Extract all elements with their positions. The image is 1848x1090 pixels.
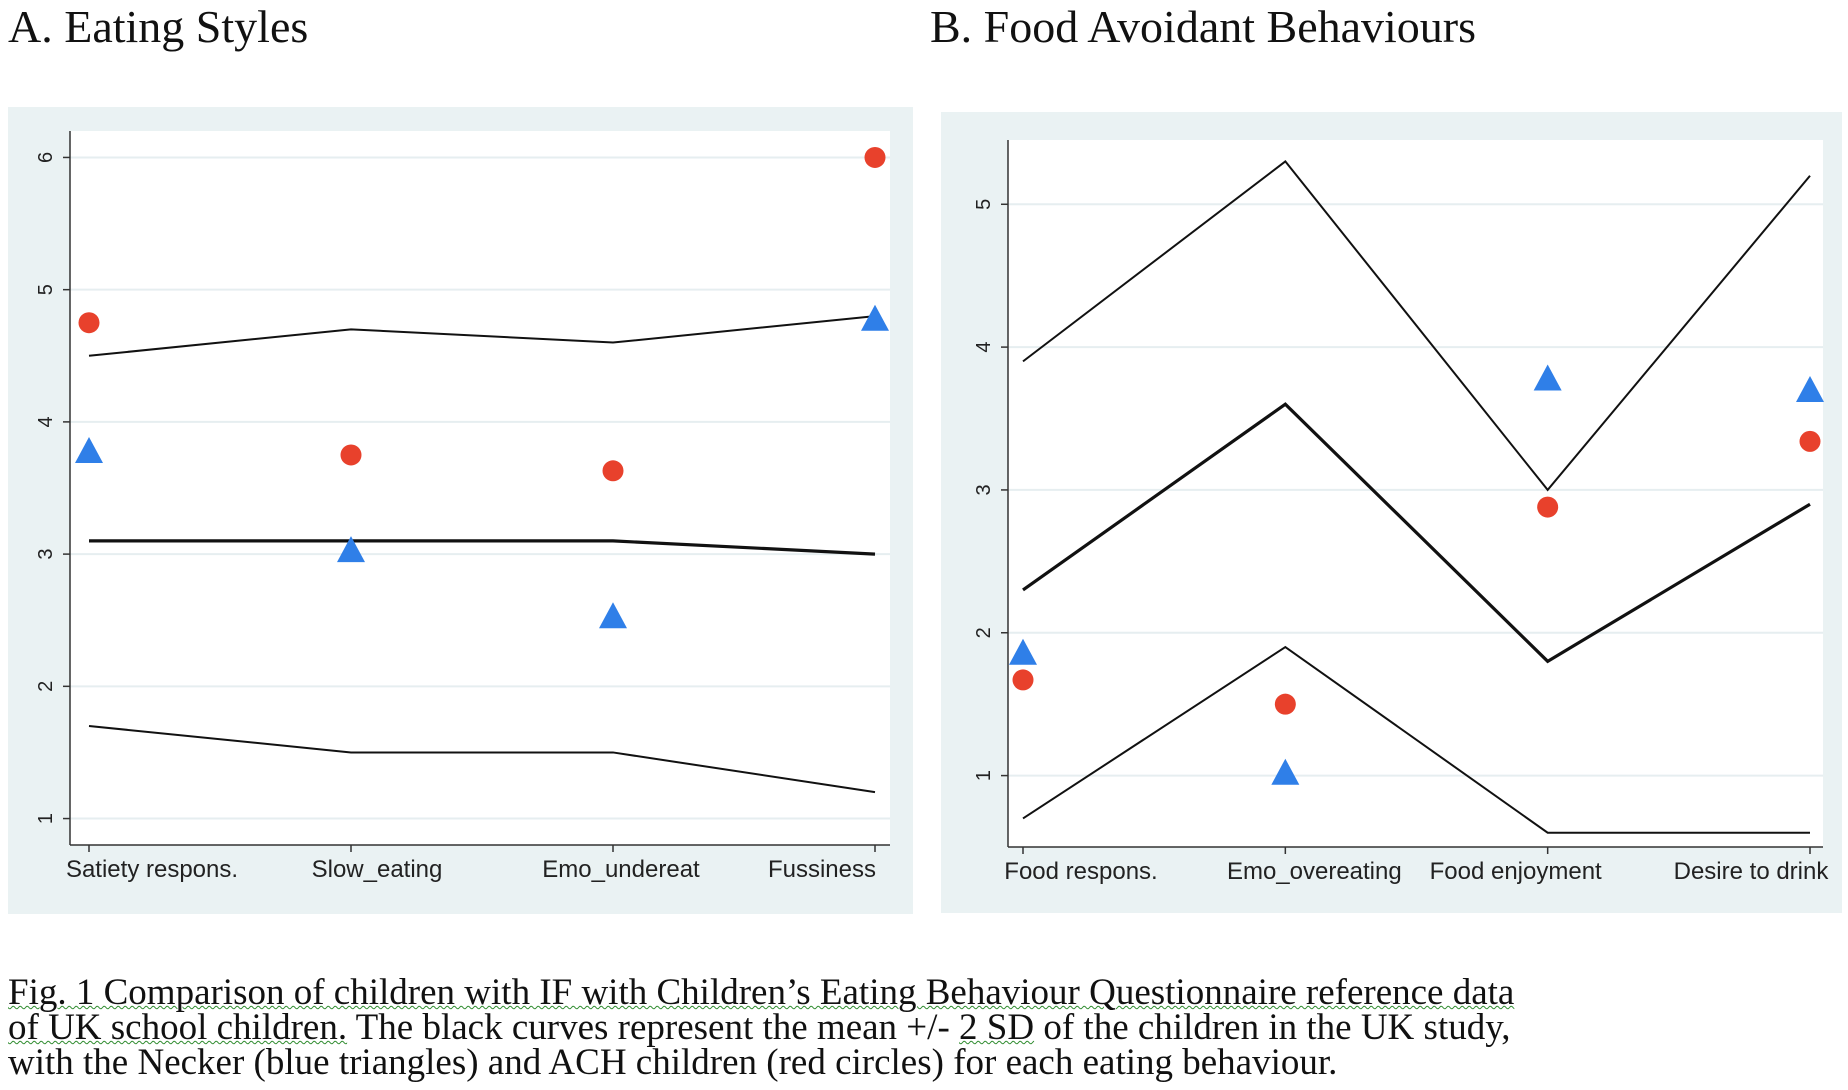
ach-circle-point — [602, 460, 624, 482]
y-tick-label: 3 — [973, 484, 995, 495]
ach-circle-point — [1274, 693, 1296, 715]
x-tick-label: Emo_undereat — [542, 856, 700, 883]
lower-curve — [88, 725, 876, 794]
plot-area — [70, 131, 890, 845]
caption-line-2-start: of UK school children. — [8, 1007, 348, 1048]
panel-a-title: A. Eating Styles — [8, 1, 309, 52]
ach-circle-point — [1799, 430, 1821, 452]
y-tick-label: 5 — [973, 199, 995, 210]
y-tick-label: 2 — [973, 627, 995, 638]
caption-line-2: of UK school children. The black curves … — [8, 1007, 1843, 1048]
x-tick-label: Slow_eating — [312, 856, 443, 883]
ach-circle-point — [78, 312, 100, 334]
chart-b: 1 2 3 4 5 Food respons. Emo_overeating Food enj… — [973, 140, 1830, 885]
upper-curve — [1022, 160, 1811, 492]
caption-line-3: with the Necker (blue triangles) and ACH… — [8, 1042, 1338, 1083]
caption-line-1: Fig. 1 Comparison of children with IF wi… — [8, 972, 1515, 1013]
necker-triangle-point — [861, 304, 889, 331]
x-tick-label: Satiety respons. — [66, 856, 238, 883]
necker-triangle-point — [1271, 758, 1300, 785]
upper-curve — [88, 315, 876, 357]
y-tick-label: 4 — [35, 416, 57, 427]
ach-circle-point — [340, 444, 362, 466]
chart-a: 1 2 3 4 5 6 Satiety respons. Slow_eating Emo_und… — [35, 131, 890, 883]
mean-curve — [89, 539, 876, 556]
necker-triangle-point — [599, 602, 627, 629]
necker-triangle-point — [1796, 375, 1824, 402]
x-tick-label: Food enjoyment — [1430, 858, 1602, 885]
y-tick-label: 6 — [35, 152, 57, 163]
chart-b-panel: 1 2 3 4 5 Food respons. Emo_overeating Food enj… — [941, 112, 1842, 913]
y-tick-label: 4 — [973, 342, 995, 353]
plot-area — [1008, 140, 1823, 847]
ach-circle-point — [864, 146, 886, 168]
figure-caption: Fig. 1 Comparison of children with IF wi… — [8, 972, 1843, 1083]
y-tick-label: 2 — [35, 681, 57, 692]
chart-a-panel: 1 2 3 4 5 6 Satiety respons. Slow_eating Emo_und… — [8, 107, 913, 914]
lower-curve — [1022, 645, 1810, 834]
necker-triangle-point — [1009, 638, 1037, 665]
mean-curve — [1022, 402, 1811, 664]
panel-b-title: B. Food Avoidant Behaviours — [930, 1, 1477, 52]
x-tick-label: Fussiness — [768, 856, 876, 883]
necker-triangle-point — [1533, 364, 1562, 391]
ach-circle-point — [1012, 669, 1034, 691]
x-tick-label: Emo_overeating — [1227, 858, 1402, 885]
ach-circle-point — [1537, 496, 1559, 518]
y-tick-label: 1 — [35, 813, 57, 824]
x-tick-label: Food respons. — [1004, 858, 1157, 885]
y-tick-label: 5 — [35, 284, 57, 295]
caption-line-2-end: of the children in the UK study, — [1034, 1007, 1511, 1048]
necker-triangle-point — [75, 436, 103, 463]
x-tick-label: Desire to drink — [1674, 858, 1830, 885]
necker-triangle-point — [337, 536, 365, 563]
caption-sd-text: 2 SD — [959, 1007, 1035, 1048]
y-tick-label: 1 — [973, 770, 995, 781]
caption-line-2-middle: The black curves represent the mean +/- — [347, 1007, 960, 1048]
y-tick-label: 3 — [35, 549, 57, 560]
